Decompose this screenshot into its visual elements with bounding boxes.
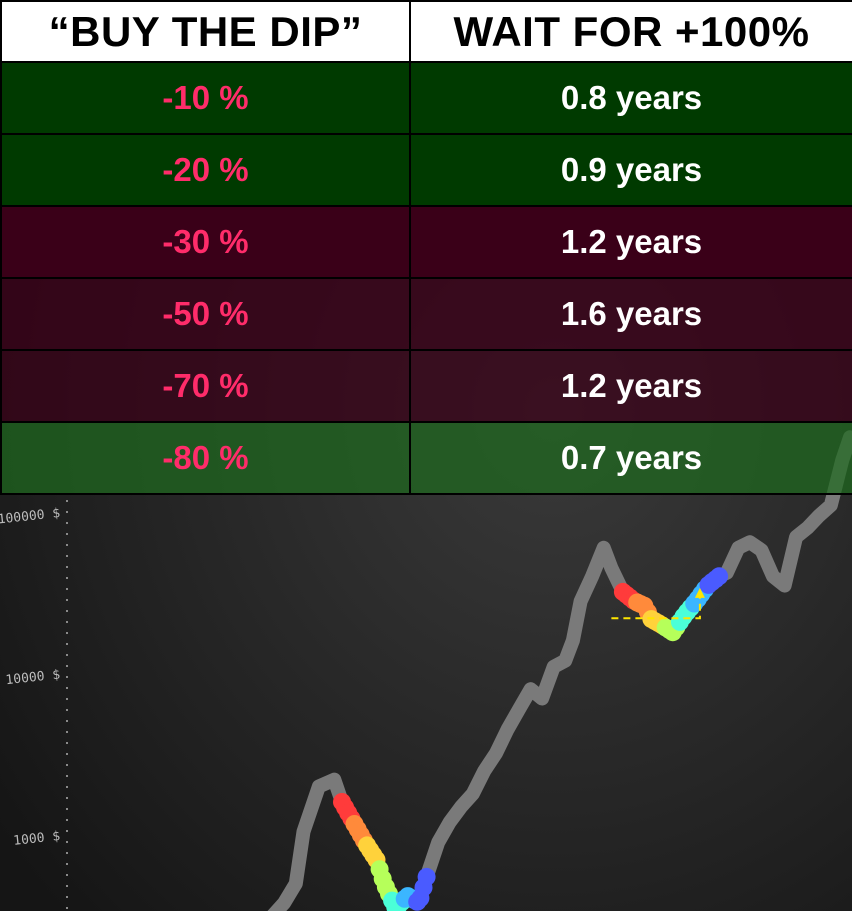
wait-years: 0.8 years [409, 61, 852, 135]
recovery-arrow [611, 591, 701, 620]
dip-recovery-annotation [611, 587, 705, 620]
dip-recovery-table: “BUY THE DIP” WAIT FOR +100% -10 % 0.8 ye… [0, 0, 852, 495]
y-tick-label: 1000 $ [13, 829, 61, 849]
header-buy-the-dip: “BUY THE DIP” [0, 0, 411, 63]
recovery-arrowhead [694, 587, 705, 598]
wait-years: 1.6 years [409, 277, 852, 351]
dip-percent: -30 % [0, 205, 411, 279]
dip-percent: -50 % [0, 277, 411, 351]
table-row: -10 % 0.8 years [0, 61, 852, 135]
y-tick-labels: 1000 $ 10000 $ 100000 $ [0, 506, 61, 849]
y-tick-label: 10000 $ [5, 668, 61, 689]
table-row: -20 % 0.9 years [0, 133, 852, 207]
wait-years: 0.7 years [409, 421, 852, 495]
wait-years: 1.2 years [409, 349, 852, 423]
y-tick-label: 100000 $ [0, 506, 61, 527]
table-row: -30 % 1.2 years [0, 205, 852, 279]
dip-marker [710, 567, 729, 586]
dip-percent: -70 % [0, 349, 411, 423]
table-row: -80 % 0.7 years [0, 421, 852, 495]
wait-years: 0.9 years [409, 133, 852, 207]
dip-marker [417, 867, 436, 886]
header-wait-for-double: WAIT FOR +100% [409, 0, 852, 63]
table-header-row: “BUY THE DIP” WAIT FOR +100% [0, 0, 852, 63]
table-row: -70 % 1.2 years [0, 349, 852, 423]
dip-percent: -10 % [0, 61, 411, 135]
table-row: -50 % 1.6 years [0, 277, 852, 351]
dip-percent: -20 % [0, 133, 411, 207]
wait-years: 1.2 years [409, 205, 852, 279]
dip-percent: -80 % [0, 421, 411, 495]
